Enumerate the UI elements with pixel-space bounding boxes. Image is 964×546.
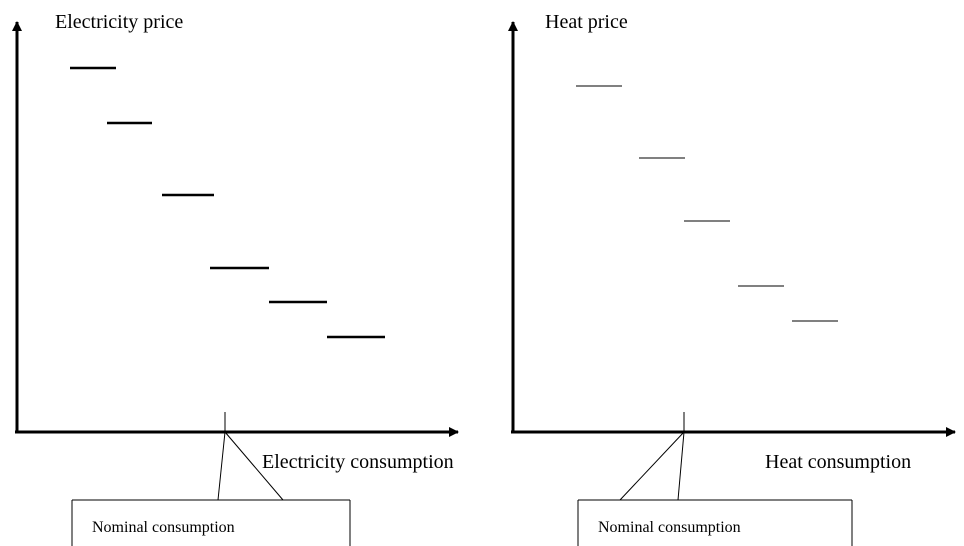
- callout-label: Nominal consumption: [92, 519, 235, 536]
- x-axis-label: Heat consumption: [765, 451, 911, 473]
- left-panel: Electricity price Electricity consumptio…: [12, 11, 459, 546]
- y-axis-label: Heat price: [545, 11, 628, 33]
- y-axis-label: Electricity price: [55, 11, 183, 33]
- price-steps: [576, 85, 838, 322]
- pointer: [619, 431, 685, 501]
- callout: [577, 431, 853, 546]
- callout: [71, 431, 351, 546]
- pointer: [224, 431, 284, 501]
- callout-label: Nominal consumption: [598, 519, 741, 536]
- x-axis-label: Electricity consumption: [262, 451, 454, 473]
- price-steps: [70, 66, 385, 339]
- pointer: [217, 431, 226, 501]
- pointer: [677, 431, 685, 501]
- right-panel: Heat price Heat consumption Nominal cons…: [508, 11, 956, 546]
